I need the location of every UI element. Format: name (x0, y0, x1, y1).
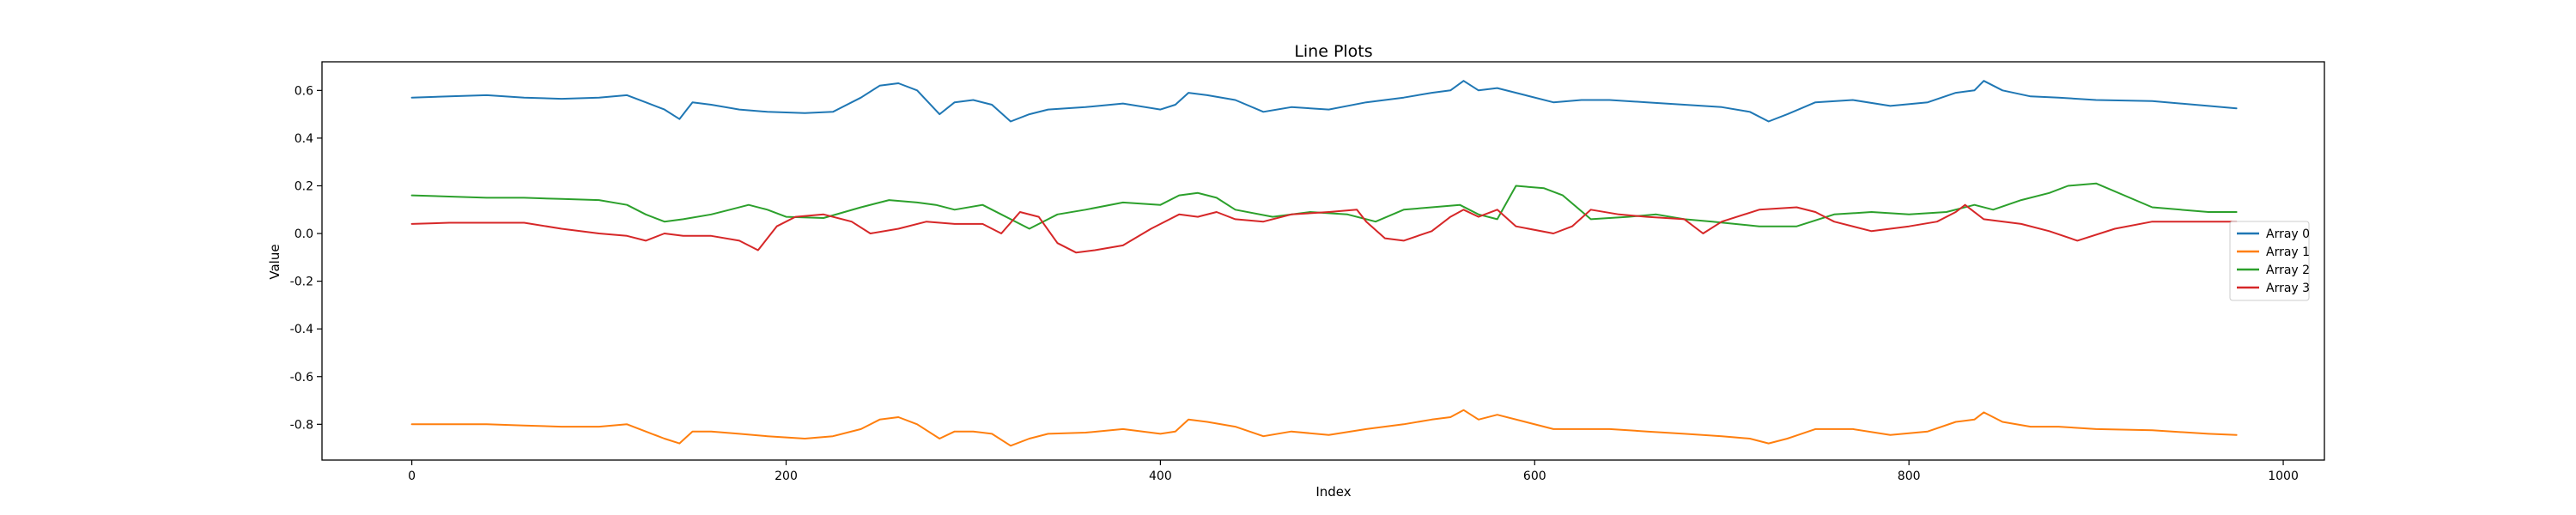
chart-title: Line Plots (1294, 42, 1372, 61)
x-tick-label: 800 (1898, 470, 1921, 483)
x-tick-label: 0 (408, 470, 416, 483)
x-axis-ticks: 0 200 400 600 800 1000 (408, 460, 2299, 483)
y-tick-label: 0.2 (295, 179, 313, 193)
legend: Array 0 Array 1 Array 2 Array 3 (2229, 221, 2310, 301)
series-layer (410, 80, 2238, 447)
x-tick-label: 600 (1523, 470, 1546, 483)
y-axis-ticks: 0.6 0.4 0.2 0.0 -0.2 -0.4 -0.6 -0.8 (290, 84, 322, 432)
legend-label: Array 1 (2266, 245, 2310, 259)
series-line-array-1 (410, 409, 2238, 447)
series-line-array-2 (410, 182, 2238, 230)
x-tick-label: 200 (775, 470, 798, 483)
plot-frame (321, 61, 2325, 461)
series-line-array-3 (410, 203, 2238, 254)
y-tick-label: 0.4 (295, 132, 313, 146)
legend-box (2229, 221, 2310, 301)
x-axis-label: Index (1315, 484, 1351, 500)
y-tick-label: 0.0 (295, 227, 313, 241)
y-tick-label: -0.8 (290, 418, 313, 432)
plot-area-border (321, 61, 2325, 461)
legend-label: Array 2 (2266, 264, 2310, 277)
y-tick-label: -0.4 (290, 323, 313, 336)
x-tick-label: 400 (1149, 470, 1172, 483)
y-axis-label: Value (267, 244, 283, 279)
legend-label: Array 0 (2266, 227, 2310, 241)
y-tick-label: 0.6 (295, 84, 313, 98)
legend-label: Array 3 (2266, 282, 2310, 295)
series-line-array-0 (410, 80, 2238, 123)
y-tick-label: -0.6 (290, 371, 313, 385)
y-tick-label: -0.2 (290, 276, 313, 289)
x-tick-label: 1000 (2268, 470, 2299, 483)
